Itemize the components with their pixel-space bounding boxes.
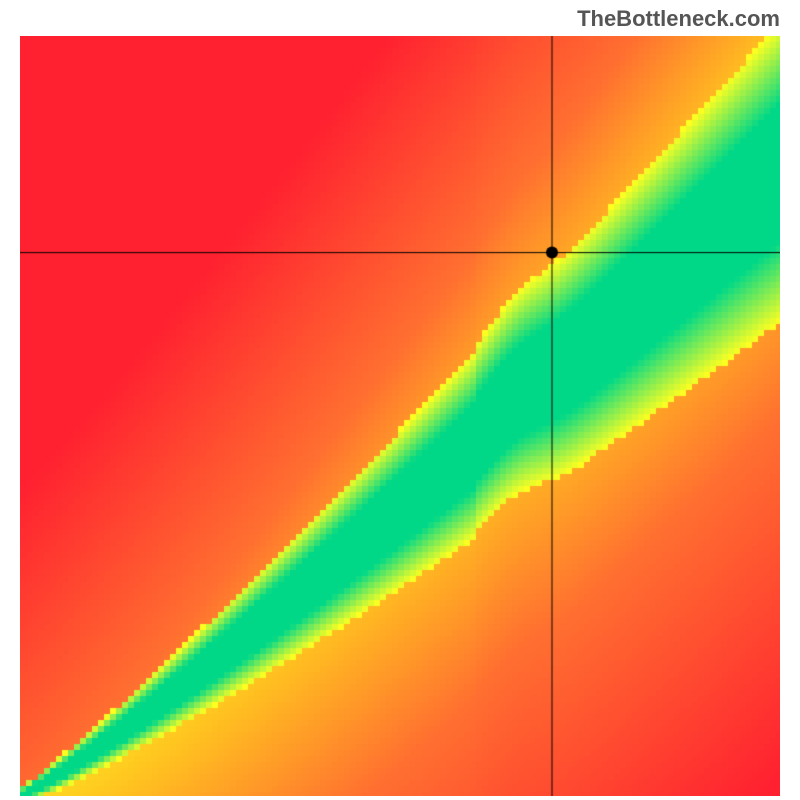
bottleneck-heatmap	[20, 36, 780, 796]
heatmap-canvas	[20, 36, 780, 796]
watermark-text: TheBottleneck.com	[577, 6, 780, 32]
